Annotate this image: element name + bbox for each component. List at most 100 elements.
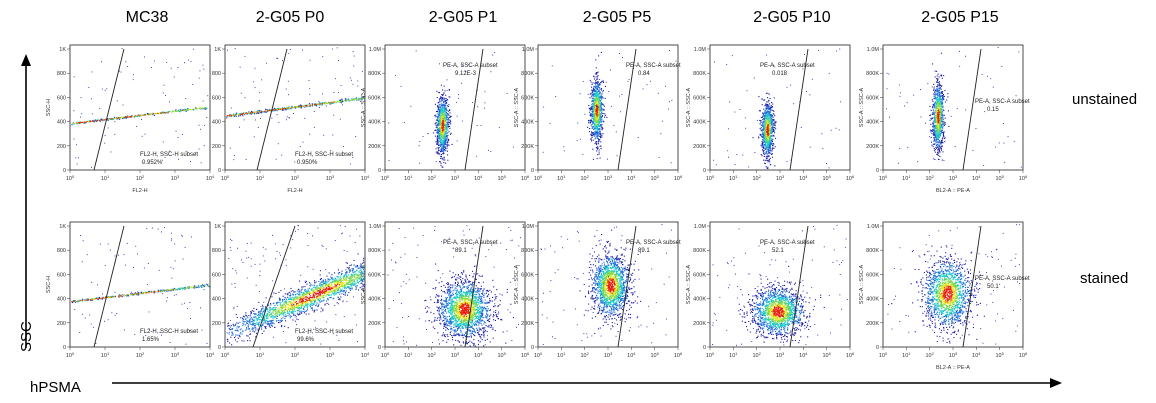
event-dot (446, 129, 448, 131)
event-dot (765, 111, 767, 113)
event-dot (139, 115, 141, 117)
event-dot (765, 115, 767, 117)
event-dot (456, 101, 457, 103)
event-dot (294, 161, 296, 163)
y-tick-label: 1.0M (522, 47, 535, 53)
event-dot (435, 161, 437, 163)
event-dot (768, 155, 770, 157)
event-dot (597, 124, 599, 126)
event-dot (434, 123, 436, 125)
event-dot (772, 127, 774, 129)
gate-value: 0.84 (638, 71, 650, 77)
event-dot (599, 101, 601, 103)
event-dot (941, 149, 943, 151)
event-dot (941, 92, 943, 94)
event-dot (440, 84, 442, 86)
event-dot (595, 97, 597, 99)
event-dot (941, 85, 943, 87)
event-dot (771, 150, 773, 152)
event-dot (770, 142, 772, 144)
event-dot (932, 126, 934, 128)
event-dot (940, 117, 942, 119)
event-dot (937, 100, 939, 102)
event-dot (144, 133, 146, 135)
event-dot (598, 124, 600, 126)
event-dot (442, 111, 444, 113)
event-dot (183, 109, 185, 111)
event-dot (443, 127, 445, 129)
event-dot (675, 60, 677, 62)
event-dot (441, 111, 443, 113)
event-dot (770, 152, 772, 154)
event-dot (286, 119, 287, 121)
event-dot (592, 103, 594, 105)
event-dot (932, 109, 934, 111)
event-dot (596, 111, 598, 113)
event-dot (938, 149, 940, 151)
event-dot (144, 56, 145, 58)
event-dot (713, 159, 715, 161)
event-dot (768, 159, 770, 161)
event-dot (441, 112, 443, 114)
event-dot (589, 122, 591, 124)
event-dot (593, 133, 595, 135)
event-dot (769, 151, 771, 153)
event-dot (359, 99, 361, 101)
event-dot (595, 93, 597, 95)
event-dot (763, 159, 765, 161)
event-dot (169, 101, 170, 103)
event-dot (257, 111, 259, 113)
event-dot (309, 105, 311, 107)
event-dot (170, 111, 172, 113)
event-dot (437, 129, 439, 131)
event-dot (440, 120, 442, 122)
event-dot (764, 117, 766, 119)
event-dot (443, 126, 445, 128)
event-dot (933, 140, 935, 142)
event-dot (769, 111, 771, 113)
event-dot (770, 105, 772, 107)
event-dot (331, 101, 333, 103)
event-dot (122, 116, 124, 118)
event-dot (765, 133, 767, 135)
event-dot (442, 89, 444, 91)
event-dot (388, 122, 390, 124)
event-dot (938, 114, 940, 116)
event-dot (445, 162, 447, 164)
event-dot (944, 123, 946, 125)
y-tick-label: 200 (212, 144, 221, 150)
event-dot (595, 98, 597, 100)
event-dot (942, 102, 944, 104)
event-dot (446, 115, 448, 117)
event-dot (437, 102, 439, 104)
event-dot (360, 98, 362, 100)
event-dot (271, 117, 273, 119)
event-dot (600, 116, 602, 118)
event-dot (443, 145, 445, 147)
event-dot (774, 165, 776, 167)
event-dot (443, 85, 445, 87)
event-dot (332, 101, 334, 103)
event-dot (361, 71, 363, 73)
event-dot (116, 100, 118, 102)
event-dot (444, 122, 446, 124)
event-dot (936, 86, 938, 88)
event-dot (766, 155, 768, 157)
event-dot (936, 131, 938, 133)
event-dot (937, 139, 939, 141)
event-dot (934, 120, 936, 122)
event-dot (439, 142, 441, 144)
event-dot (941, 101, 943, 103)
event-dot (456, 140, 458, 142)
event-dot (206, 117, 208, 118)
event-dot (764, 134, 766, 136)
event-dot (766, 54, 767, 56)
y-axis-label: SSC-H (46, 99, 52, 116)
event-dot (769, 139, 771, 141)
event-dot (149, 113, 151, 115)
event-dot (763, 120, 765, 122)
event-dot (597, 146, 599, 148)
event-dot (765, 118, 767, 120)
event-dot (943, 110, 945, 112)
event-dot (597, 108, 599, 110)
